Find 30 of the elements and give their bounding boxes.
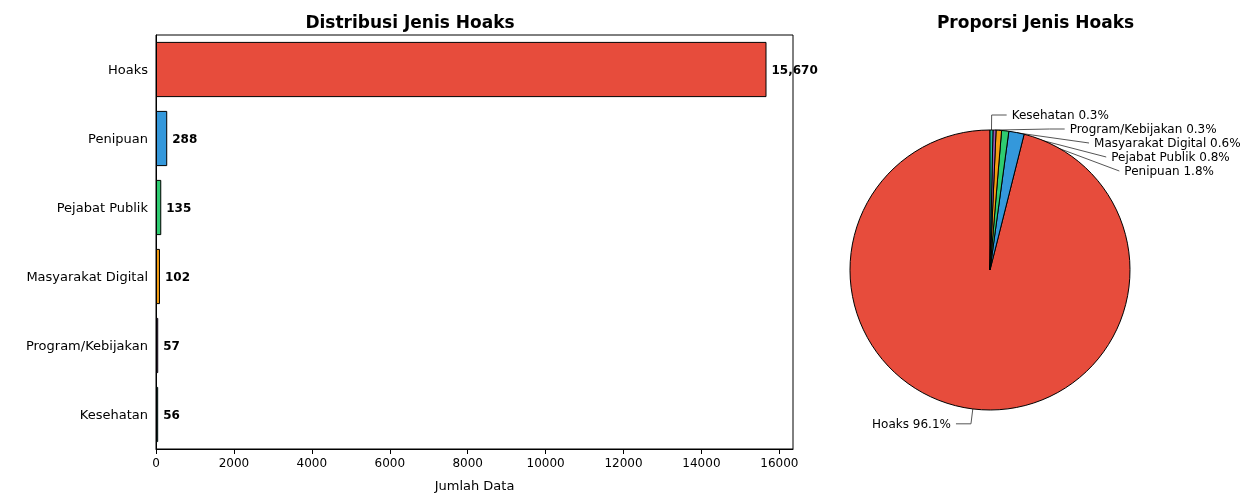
slice-label: Pejabat Publik 0.8% — [1111, 150, 1230, 165]
data-label: 15,670 — [771, 62, 818, 77]
data-label: 56 — [163, 407, 180, 422]
y-tick-label: Penipuan — [88, 131, 148, 146]
x-tick-label: 14000 — [682, 456, 721, 470]
x-tick-label: 6000 — [374, 456, 406, 470]
x-tick-label: 2000 — [218, 456, 250, 470]
slice-label: Masyarakat Digital 0.6% — [1094, 136, 1241, 151]
x-tick-label: 16000 — [760, 456, 799, 470]
data-label: 288 — [172, 131, 198, 146]
x-axis-title: Jumlah Data — [433, 478, 515, 493]
x-tick-label: 8000 — [452, 456, 483, 470]
data-label: 102 — [164, 269, 191, 284]
x-tick-label: 12000 — [604, 456, 643, 470]
y-tick-label: Pejabat Publik — [56, 200, 149, 215]
data-label: 57 — [163, 338, 180, 353]
slice-label: Program/Kebijakan 0.3% — [1069, 122, 1217, 137]
slice-label: Kesehatan 0.3% — [1011, 108, 1109, 123]
data-label: 135 — [166, 200, 192, 215]
x-tick-label: 0 — [152, 456, 160, 470]
y-tick-label: Hoaks — [108, 62, 149, 77]
chart-title: Distribusi Jenis Hoaks — [305, 11, 515, 32]
y-tick-label: Kesehatan — [79, 407, 148, 422]
x-tick-label: 10000 — [526, 456, 565, 470]
slice-label: Penipuan 1.8% — [1124, 164, 1214, 179]
y-tick-label: Masyarakat Digital — [26, 269, 148, 284]
y-tick-label: Program/Kebijakan — [25, 338, 148, 353]
x-tick-label: 4000 — [296, 456, 328, 470]
chart-title: Proporsi Jenis Hoaks — [936, 11, 1135, 32]
slice-label: Hoaks 96.1% — [872, 416, 951, 431]
